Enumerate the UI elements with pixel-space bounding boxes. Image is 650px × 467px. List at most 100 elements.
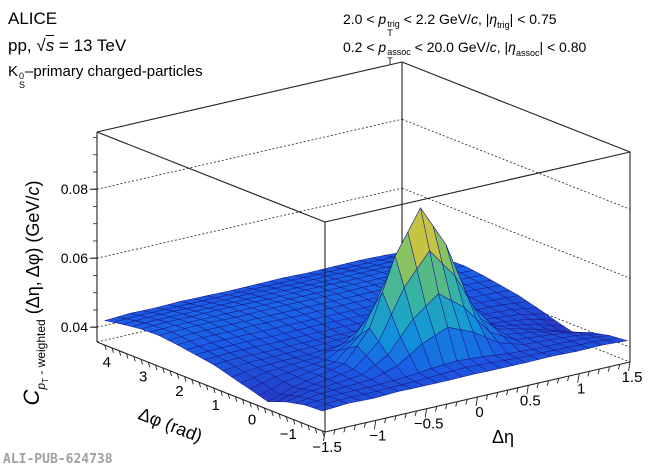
- particle-main: K: [8, 63, 19, 80]
- cut-c: c: [489, 39, 497, 55]
- phi-minor-tick: [263, 407, 267, 414]
- cut-text: 2.0 <: [343, 11, 379, 27]
- eta-tick-label: −0.5: [414, 416, 444, 433]
- phi-minor-tick: [300, 422, 303, 428]
- cut-text: , |: [496, 39, 509, 55]
- cut-var: p: [378, 11, 387, 27]
- eta-tick-label: 0.5: [520, 392, 541, 409]
- eta-minor-tick: [445, 403, 448, 410]
- eta-minor-tick: [546, 380, 550, 386]
- eta-tick-label: 1: [577, 381, 585, 398]
- sqrt-symbol: √: [36, 36, 46, 55]
- phi-minor-tick: [104, 344, 107, 351]
- z-title-sub-rest: - weighted: [34, 319, 48, 378]
- eta-tick-label: −1: [369, 427, 386, 444]
- top-front-left-edge: [96, 131, 326, 223]
- eta-minor-tick: [465, 399, 468, 405]
- phi-minor-tick: [285, 416, 289, 422]
- z-tick-label: 0.06: [61, 250, 88, 266]
- cut-text: | < 0.75: [509, 11, 557, 27]
- phi-minor-tick: [169, 370, 172, 376]
- cut-eta: η: [508, 39, 516, 55]
- phi-tick-label: 3: [139, 369, 147, 386]
- cut-text: < 20.0 GeV/: [410, 39, 490, 55]
- correlation-type-label: K 0 S –primary charged-particles: [8, 64, 203, 91]
- eta-minor-tick: [363, 422, 367, 428]
- eta-axis-title: Δη: [492, 427, 515, 447]
- cut-var: p: [378, 39, 387, 55]
- cut-text: | < 0.80: [539, 39, 587, 55]
- eta-minor-tick: [607, 366, 611, 372]
- z-title-main: C: [19, 389, 44, 406]
- eta-tick-label: −1.5: [312, 439, 342, 456]
- eta-tick-label: 0: [475, 404, 483, 421]
- eta-minor-tick: [495, 392, 499, 398]
- eta-minor-tick: [516, 387, 519, 393]
- eta-tick: [628, 361, 631, 372]
- phi-minor-tick: [162, 367, 165, 374]
- z-axis-title: CpT - weighted (Δη, Δφ) (GeV/c): [19, 173, 50, 413]
- phi-minor-tick: [242, 399, 245, 405]
- phi-minor-tick: [176, 373, 180, 379]
- phi-minor-tick: [234, 396, 238, 402]
- top-back-right-edge: [401, 61, 631, 153]
- phi-minor-tick: [213, 387, 216, 394]
- cut-text: < 2.2 GeV/: [399, 11, 471, 27]
- z-gridline: [96, 118, 403, 190]
- eta-tick: [373, 420, 377, 430]
- eta-minor-tick: [394, 415, 397, 421]
- sqrt-var: s: [45, 36, 55, 55]
- eta-tick: [323, 431, 326, 442]
- cut-sub: T: [387, 28, 393, 39]
- eta-minor-tick: [567, 375, 570, 382]
- phi-minor-tick: [147, 362, 151, 368]
- phi-minor-tick: [249, 402, 252, 408]
- eta-minor-tick: [617, 364, 621, 370]
- eta-minor-tick: [556, 378, 560, 384]
- eta-tick: [526, 385, 529, 395]
- assoc-cut-label: 0.2 < p assoc T < 20.0 GeV/c, |ηassoc| < 0…: [343, 40, 586, 67]
- system-prefix: pp,: [8, 36, 37, 55]
- eta-minor-tick: [485, 394, 489, 400]
- eta-minor-tick: [414, 410, 417, 417]
- phi-minor-tick: [220, 390, 223, 397]
- top-front-right-edge: [324, 151, 631, 223]
- phi-tick-label: 2: [175, 383, 183, 400]
- cut-text: , |: [477, 11, 490, 27]
- eta-minor-tick: [506, 389, 509, 396]
- eta-minor-tick: [384, 417, 387, 424]
- z-title-rest: (Δη, Δφ) (GeV/: [23, 195, 43, 320]
- z-gridline: [401, 118, 631, 210]
- phi-minor-tick: [321, 430, 325, 437]
- phi-minor-tick: [256, 405, 260, 411]
- phi-minor-tick: [198, 382, 201, 388]
- cut-eta-sub: trig: [497, 20, 510, 30]
- z-gridline: [96, 187, 403, 259]
- phi-minor-tick: [278, 413, 281, 419]
- phi-minor-tick: [184, 376, 187, 382]
- phi-minor-tick: [118, 350, 122, 356]
- phi-minor-tick: [126, 353, 129, 359]
- z-title-close: ): [23, 180, 43, 187]
- cut-sub: T: [387, 56, 393, 67]
- surface-cell: [313, 403, 336, 412]
- particle-sup: 0: [19, 71, 25, 81]
- z-tick-label: 0.04: [61, 319, 88, 335]
- phi-tick-label: 0: [248, 412, 256, 429]
- phi-minor-tick: [133, 356, 136, 362]
- phi-minor-tick: [191, 379, 194, 385]
- eta-minor-tick: [434, 406, 438, 412]
- cut-text: 0.2 <: [343, 39, 379, 55]
- eta-minor-tick: [536, 382, 539, 389]
- z-gridline: [401, 187, 631, 279]
- eta-tick: [475, 396, 478, 407]
- cut-eta: η: [489, 11, 498, 27]
- eta-minor-tick: [597, 368, 600, 375]
- eta-tick-label: 1.5: [622, 369, 643, 386]
- eta-minor-tick: [333, 429, 336, 435]
- collision-system-label: pp, √s = 13 TeV: [8, 37, 126, 54]
- z-tick-label: 0.08: [61, 181, 88, 197]
- eta-minor-tick: [404, 413, 407, 419]
- eta-tick: [424, 408, 428, 418]
- phi-minor-tick: [314, 427, 318, 434]
